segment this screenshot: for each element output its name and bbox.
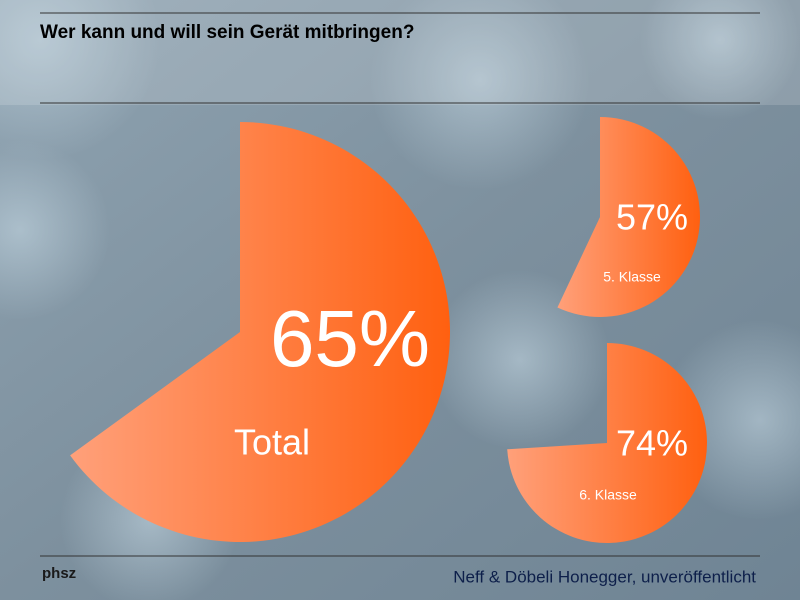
- pie-label: Total: [234, 422, 310, 463]
- logo: phsz: [42, 565, 76, 582]
- value-label: 57%: [616, 197, 688, 238]
- pie-sector: [557, 117, 700, 317]
- pie-sector: [507, 343, 708, 543]
- pie-label: 6. Klasse: [579, 487, 637, 503]
- source: Neff & Döbeli Honegger, unveröffentlicht: [453, 567, 756, 586]
- charts: 65% Total 57% 5. Klasse 74% 6. Klasse: [70, 117, 708, 543]
- value-label: 65%: [270, 294, 430, 383]
- pie-label: 5. Klasse: [603, 269, 661, 285]
- pie-sector: [70, 122, 450, 542]
- header-band: [0, 0, 800, 105]
- value-label: 74%: [616, 423, 688, 464]
- slide-title: Wer kann und will sein Gerät mitbringen?: [40, 22, 414, 43]
